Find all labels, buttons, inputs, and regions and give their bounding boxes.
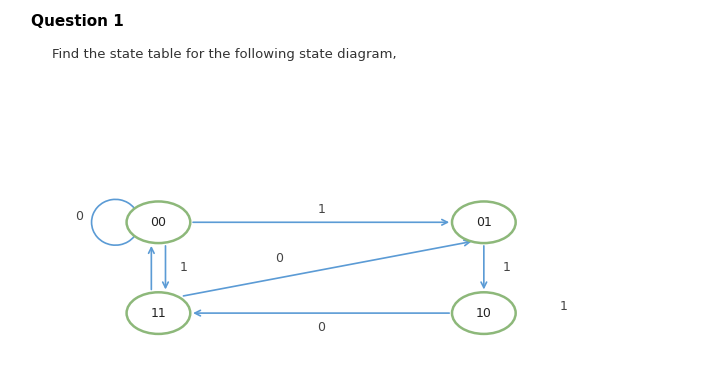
Text: 00: 00 <box>150 216 166 229</box>
Text: 1: 1 <box>179 261 187 274</box>
Ellipse shape <box>127 202 190 243</box>
Text: 0: 0 <box>75 210 83 223</box>
Text: 1: 1 <box>317 202 325 215</box>
Ellipse shape <box>127 292 190 334</box>
Text: 11: 11 <box>150 306 166 319</box>
Text: Question 1: Question 1 <box>31 14 124 29</box>
Text: 01: 01 <box>476 216 492 229</box>
Text: 10: 10 <box>476 306 492 319</box>
Text: 1: 1 <box>560 300 568 313</box>
Ellipse shape <box>452 202 515 243</box>
Text: Find the state table for the following state diagram,: Find the state table for the following s… <box>52 48 397 61</box>
Ellipse shape <box>452 292 515 334</box>
Text: 1: 1 <box>503 261 511 274</box>
Text: 0: 0 <box>317 321 325 334</box>
Text: 0: 0 <box>275 252 282 265</box>
